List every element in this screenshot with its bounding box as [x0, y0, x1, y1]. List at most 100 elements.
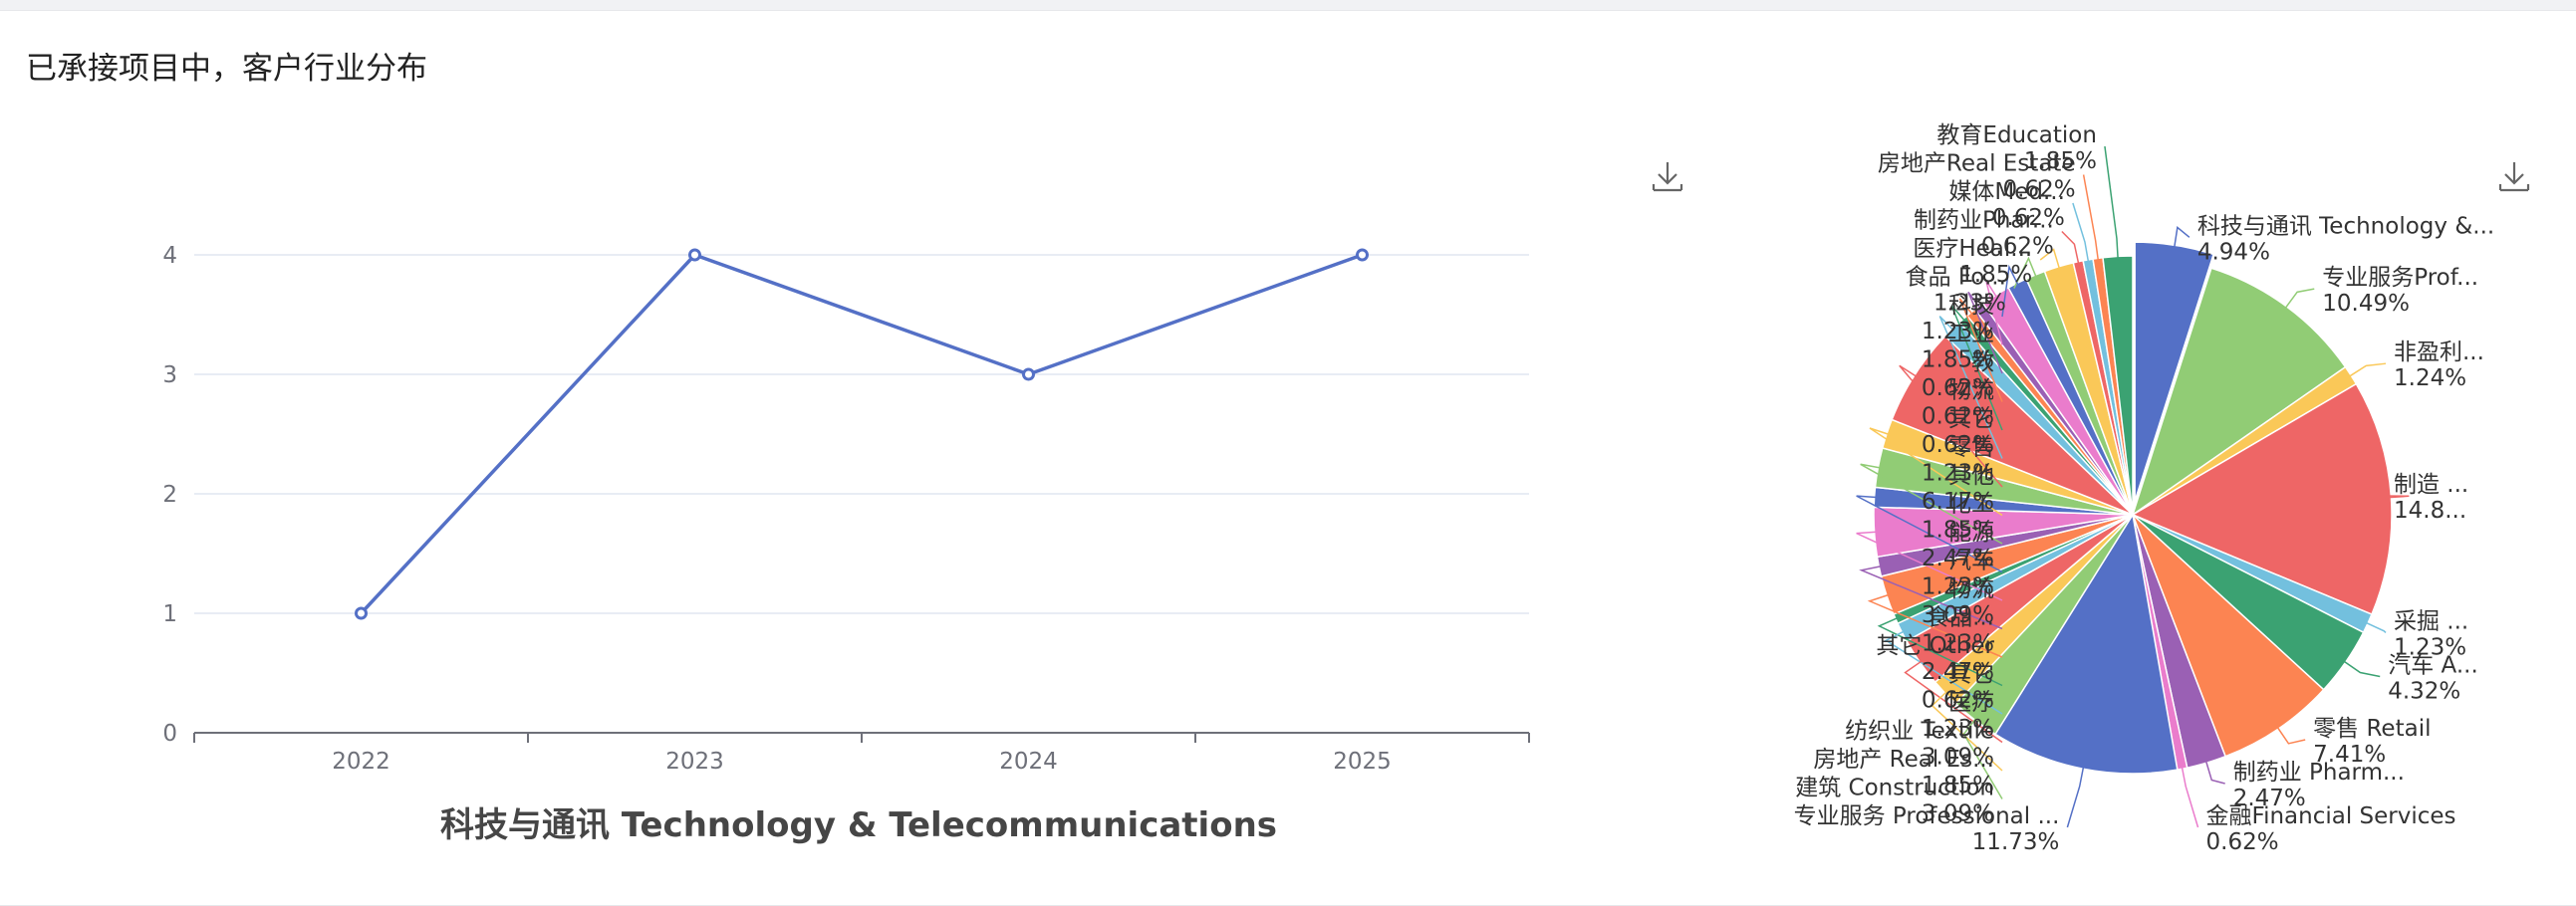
pie-slice-percent: 1.85%: [1959, 262, 2032, 288]
pie-slice-label: 纺织业 Textile: [1845, 719, 1994, 745]
pie-slice-label: 采掘 ...: [2394, 608, 2468, 634]
chart-card: 已承接项目中，客户行业分布 0 1 2 3 4 2022 2023 2024 2025 科技与…: [0, 10, 2576, 906]
pie-slice-percent: 1.85%: [1922, 773, 1994, 798]
pie-slice-percent: 2.47%: [2233, 786, 2306, 811]
pie-label-line: [2072, 202, 2090, 264]
pie-slice-percent: 1.23%: [1922, 461, 1994, 487]
data-point[interactable]: [1356, 248, 1369, 262]
pie-slice-label: 汽车 A...: [2388, 652, 2478, 678]
pie-slice-label: 物流: [1948, 576, 1994, 602]
pie-label-line: [2363, 620, 2387, 634]
line-chart: 0 1 2 3 4 2022 2023 2024 2025 科技与通讯 Technology …: [162, 243, 1530, 845]
pie-slice-label: 房地产Real Estate: [1878, 151, 2076, 177]
x-tick-label: 2023: [665, 749, 724, 775]
pie-slice-label: 教: [1971, 349, 1994, 375]
pie-slice-label: 零售: [1948, 435, 1994, 461]
pie-label-line: [1958, 298, 2003, 402]
line-download-icon[interactable]: [1648, 156, 1687, 196]
line-x-axis: 2022 2023 2024 2025: [193, 732, 1530, 775]
pie-label-line: [1967, 291, 2003, 374]
pie-slice-percent: 2.47%: [1922, 659, 1994, 685]
pie-slice-label: 科技: [1948, 293, 1994, 319]
pie-label-line: [2039, 248, 2061, 271]
pie-slice-percent: 0.62%: [1922, 688, 1994, 714]
pie-label-line: [1950, 305, 2003, 431]
x-tick-label: 2025: [1333, 749, 1392, 775]
pie-slice-percent: 1.85%: [2024, 148, 2097, 174]
pie-label-line: [1962, 716, 2003, 799]
pie-label-line: [2275, 725, 2306, 745]
pie-label-line: [2104, 145, 2119, 261]
pie-label-line: [1899, 364, 2003, 488]
pie-label-line: [1869, 427, 2003, 517]
pie-slice-label: 物流: [1948, 378, 1994, 404]
pie-slice-percent: 11.73%: [1972, 829, 2060, 855]
pie-slice-label: 食品...: [1927, 605, 1994, 631]
line-y-axis: 0 1 2 3 4: [162, 243, 177, 747]
data-point[interactable]: [1022, 367, 1035, 381]
x-tick-label: 2022: [332, 749, 390, 775]
pie-label-line: [1877, 616, 2003, 687]
pie-slice-percent: 0.62%: [1981, 234, 2054, 260]
pie-slice-percent: 6.17%: [1922, 489, 1994, 515]
pie-slice-label: 教育Education: [1936, 122, 2097, 148]
pie-slice-label: 其它 Other: [1876, 633, 1994, 659]
pie-slice-percent: 3.09%: [1922, 745, 1994, 771]
pie-slice-percent: 1.23%: [1933, 291, 2006, 317]
y-tick-label: 0: [162, 721, 177, 747]
pie-label-line: [2283, 288, 2315, 311]
pie-slice-label: 能源: [1948, 520, 1994, 546]
pie-label-line: [1856, 531, 2003, 601]
pie-slice-percent: 3.09%: [1922, 602, 1994, 628]
line-chart-title: 科技与通讯 Technology & Telecommunications: [440, 805, 1277, 845]
pie-slice-label: 食品 Fo...: [1906, 265, 2006, 291]
pie-slice-percent: 0.62%: [1922, 404, 1994, 430]
pie-slice-label: 专业服务Prof...: [2322, 265, 2478, 291]
pie-slice-label: 建筑 Construction: [1795, 776, 1994, 801]
pie-label-line: [2082, 174, 2100, 263]
pie-slice-label: 专业服务 Professional ...: [1794, 803, 2060, 829]
page-title: 已承接项目中，客户行业分布: [26, 51, 427, 87]
pie-slice-percent: 1.85%: [1922, 518, 1994, 544]
pie-slice-label: 金融Financial Services: [2206, 803, 2456, 829]
data-point[interactable]: [688, 248, 701, 262]
pie-slice-percent: 1.23%: [2394, 634, 2466, 660]
pie-download-icon[interactable]: [2494, 156, 2534, 196]
pie-slice-label: 其它: [1948, 662, 1994, 688]
pie-label-line: [2181, 765, 2199, 828]
pie-slice-percent: 10.49%: [2322, 291, 2410, 317]
pie-slice-percent: 4.32%: [2388, 678, 2460, 704]
pie-slice-percent: 3.09%: [1922, 801, 1994, 827]
pie-slice-label: 制造 ...: [2394, 472, 2468, 498]
pie-slice-label: 其他: [1948, 463, 1994, 489]
pie-label-line: [2013, 256, 2038, 289]
pie-label-line: [1904, 659, 2003, 744]
pie-slice-percent: 7.41%: [2313, 742, 2386, 768]
pie-slice-percent: 1.23%: [1922, 631, 1994, 657]
pie-slice-label: 工业: [1948, 322, 1994, 347]
pie-label-line: [1860, 463, 2003, 545]
pie-label-line: [1984, 279, 2003, 345]
line-grid: [194, 254, 1529, 614]
y-tick-label: 1: [162, 601, 177, 627]
x-tick-label: 2024: [999, 749, 1058, 775]
pie-slice-label: 科技与通讯 Technology &...: [2197, 213, 2494, 239]
pie-label-line: [2001, 264, 2020, 318]
pie-slice-percent: 1.85%: [1922, 347, 1994, 373]
pie-slice-percent: 14.8...: [2394, 498, 2466, 524]
pie-slice-label: 汽车: [1948, 549, 1994, 574]
pie-slice-label: 医疗Heal...: [1913, 236, 2032, 262]
pie-slice-percent: 1.23%: [1922, 319, 1994, 344]
pie-label-line: [2066, 765, 2085, 828]
pie-label-line: [2347, 362, 2387, 378]
y-tick-label: 2: [162, 482, 177, 508]
pie-slice-percent: 0.62%: [1922, 375, 1994, 401]
pie-slice-label: 房地产 Real Es...: [1813, 747, 1994, 773]
pie-label-line: [2341, 659, 2381, 678]
charts-canvas: 0 1 2 3 4 2022 2023 2024 2025 科技与通讯 Technology …: [162, 122, 2534, 855]
pie-slice-label: 化工: [1948, 492, 1994, 518]
pie-label-line: [1931, 689, 2003, 772]
pie-slice-percent: 1.23%: [1922, 574, 1994, 600]
pie-slice-percent: 0.62%: [1992, 205, 2065, 231]
data-point[interactable]: [355, 606, 368, 620]
